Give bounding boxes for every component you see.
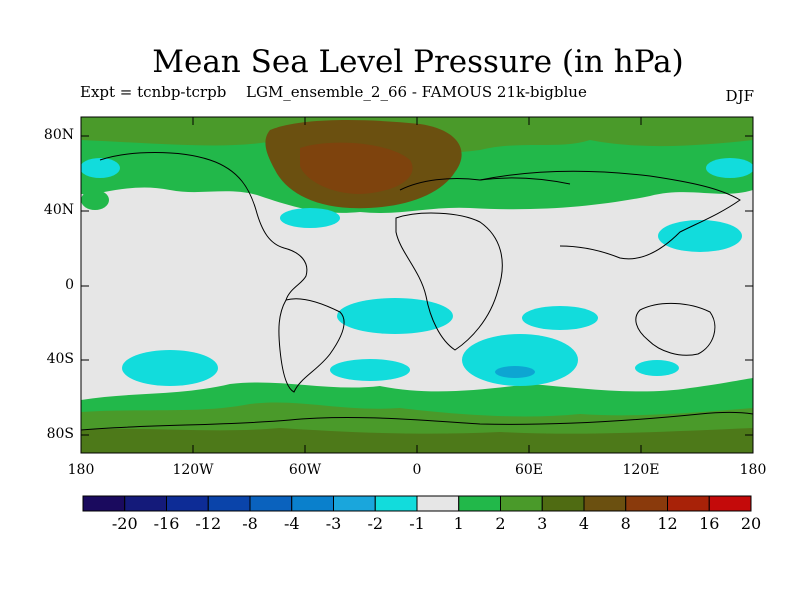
south-dark-band — [81, 428, 753, 453]
lat-label-80n: 80N — [43, 127, 74, 143]
coast-asia — [479, 170, 741, 260]
colorbar-label: 16 — [699, 514, 720, 533]
neg-pacific-north — [658, 220, 742, 252]
colorbar-label: -2 — [367, 514, 384, 533]
colorbar-swatch — [667, 495, 710, 512]
season-label: DJF — [725, 87, 754, 105]
map-title: Mean Sea Level Pressure (in hPa) — [152, 44, 684, 80]
colorbar-label: 4 — [578, 514, 590, 533]
pressure-field — [81, 117, 753, 453]
lat-ticks — [81, 135, 753, 436]
colorbar-swatch — [500, 495, 543, 512]
colorbar-label: 12 — [657, 514, 678, 533]
colorbar-swatch — [416, 495, 460, 512]
colorbar-swatch — [458, 495, 501, 512]
colorbar-swatch — [82, 495, 126, 512]
neg-australia-south — [635, 360, 679, 376]
neg-west-pacific-north — [81, 158, 120, 178]
lat-label-40s: 40S — [46, 351, 74, 367]
colorbar-label: 8 — [620, 514, 631, 533]
colorbar-label: -12 — [195, 514, 222, 533]
colorbar-label: -16 — [153, 514, 180, 533]
pos-north-pacific-green — [81, 190, 109, 210]
experiment-label: Expt = tcnbp-tcrpb — [80, 83, 227, 101]
colorbar-swatch — [207, 495, 251, 512]
coast-north-america — [99, 152, 308, 301]
coast-south-america — [278, 298, 345, 393]
neg-indian-south — [462, 334, 578, 386]
colorbar-label: 1 — [453, 514, 464, 533]
neg-atlantic-north — [280, 208, 340, 228]
colorbar-swatch — [333, 495, 376, 512]
colorbar-label: 2 — [495, 514, 506, 533]
colorbar-swatch — [625, 495, 668, 512]
neg-indian-core — [495, 366, 535, 378]
coast-australia — [635, 302, 716, 356]
lon-label-180e: 180 — [739, 462, 767, 478]
neg-east-pacific-north — [706, 158, 753, 178]
colorbar-label: -4 — [283, 514, 300, 533]
colorbar-label: -8 — [242, 514, 258, 533]
neg-southwest-atlantic — [330, 359, 410, 381]
colorbar-label: 3 — [537, 514, 548, 533]
colorbar-label: -1 — [409, 514, 425, 533]
neg-atlantic-south — [337, 298, 453, 334]
colorbar-label: -20 — [111, 514, 138, 533]
lon-label-0: 0 — [412, 462, 422, 478]
neg-pacific-south — [122, 350, 218, 386]
north-atlantic-core — [300, 142, 413, 194]
lat-label-40n: 40N — [43, 202, 74, 218]
colorbar-swatch — [249, 495, 293, 512]
colorbar-label: -3 — [325, 514, 342, 533]
lon-label-180w: 180 — [67, 462, 95, 478]
lon-label-120e: 120E — [622, 462, 660, 478]
lon-label-60e: 60E — [514, 462, 544, 478]
colorbar-label: 20 — [740, 514, 762, 533]
colorbar — [82, 495, 752, 512]
lon-label-60w: 60W — [288, 462, 322, 478]
coastlines — [81, 152, 753, 431]
lat-label-80s: 80S — [46, 426, 74, 442]
colorbar-swatch — [708, 495, 752, 512]
ensemble-label: LGM_ensemble_2_66 - FAMOUS 21k-bigblue — [246, 83, 587, 101]
colorbar-swatch — [583, 495, 627, 512]
lat-label-0: 0 — [65, 277, 74, 293]
lon-ticks — [192, 117, 642, 453]
colorbar-swatch — [291, 495, 334, 512]
colorbar-swatch — [166, 495, 209, 512]
colorbar-swatch — [541, 495, 585, 512]
colorbar-swatch — [374, 495, 418, 512]
colorbar-swatch — [124, 495, 167, 512]
lon-label-120w: 120W — [172, 462, 214, 478]
neg-central-pacific — [522, 306, 598, 330]
coast-africa — [395, 212, 503, 351]
coast-antarctica — [81, 412, 753, 431]
